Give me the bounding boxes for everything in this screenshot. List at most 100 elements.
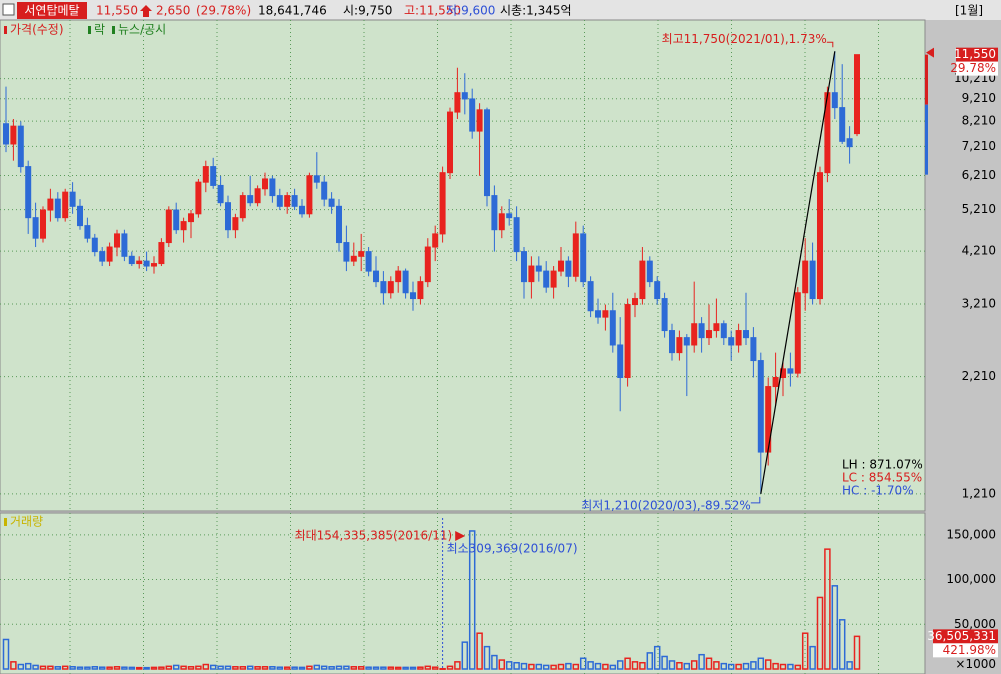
candle-body xyxy=(62,191,69,219)
y-tick-label: 1,210 xyxy=(962,486,996,500)
volume-bar xyxy=(439,667,446,670)
last-volume: 36,505,331 xyxy=(927,629,996,643)
candle-body xyxy=(513,217,520,253)
volume-bar xyxy=(816,596,824,670)
candle-body xyxy=(54,198,61,219)
candle-body xyxy=(202,166,209,183)
candle-body xyxy=(543,270,550,288)
volume-bar xyxy=(306,665,313,670)
candle-body xyxy=(69,191,76,207)
volume-bar xyxy=(380,666,387,670)
candle-body xyxy=(424,246,431,283)
candle-body xyxy=(47,198,54,211)
candle-body xyxy=(306,175,313,215)
volume-bar xyxy=(483,645,491,670)
volume-bar xyxy=(528,663,535,670)
candle-body xyxy=(217,184,224,204)
candle-body xyxy=(809,260,816,300)
volume-bar xyxy=(224,665,232,670)
volume-bar xyxy=(121,666,128,670)
volume-bar xyxy=(468,530,476,670)
volume-bar xyxy=(846,661,853,670)
range-bar-up xyxy=(925,54,928,105)
volume-bar xyxy=(135,666,143,670)
lh-stat: LH : 871.07% xyxy=(842,458,923,472)
checkbox[interactable] xyxy=(2,3,15,16)
rate: (29.78%) xyxy=(196,4,251,18)
volume-bar xyxy=(742,662,750,670)
volume-bar xyxy=(239,666,247,670)
volume-bar xyxy=(195,665,202,670)
high-annotation: 최고11,750(2021/01),1.73% xyxy=(662,32,827,46)
volume-bar xyxy=(602,663,609,670)
candle-body xyxy=(669,330,675,354)
candle-body xyxy=(735,330,742,346)
candle-body xyxy=(447,111,453,174)
volume-bar xyxy=(713,661,720,670)
candle-body xyxy=(254,188,261,204)
volume-bar xyxy=(757,657,765,670)
candle-body xyxy=(373,270,379,283)
candle-body xyxy=(528,265,535,283)
volume-bar xyxy=(394,666,402,670)
volume-bar xyxy=(10,661,17,670)
legend-ex[interactable]: 락 xyxy=(94,23,105,37)
volume-bar xyxy=(106,666,113,670)
candle-body xyxy=(565,260,572,277)
y-tick-label: 9,210 xyxy=(962,91,996,105)
volume-bar xyxy=(542,664,550,670)
volume-bar xyxy=(113,666,121,670)
volume-bar xyxy=(461,641,469,670)
period[interactable]: [1월] xyxy=(955,4,983,18)
price-marker xyxy=(926,47,934,58)
last-price: 11,550 xyxy=(954,47,996,61)
volume-bar xyxy=(276,666,284,670)
volume-bar xyxy=(424,665,432,670)
high: 고:11,550 xyxy=(404,4,461,18)
y-tick-label: 100,000 xyxy=(946,572,996,586)
candle-body xyxy=(106,246,113,262)
axis-area xyxy=(926,20,1001,674)
candle-body xyxy=(291,195,298,207)
candle-body xyxy=(128,255,135,265)
candle-body xyxy=(321,181,328,200)
name-box[interactable] xyxy=(17,2,87,19)
candle-body xyxy=(802,260,809,294)
candle-body xyxy=(439,172,446,235)
volume-bar xyxy=(254,666,261,670)
candle-body xyxy=(410,292,416,300)
volume-bar xyxy=(683,662,691,670)
low-arrow xyxy=(750,496,761,504)
legend-swatch xyxy=(112,26,115,34)
candle-body xyxy=(757,360,764,453)
volume-bar xyxy=(150,666,158,670)
legend-news[interactable]: 뉴스/공시 xyxy=(118,23,166,37)
volume-unit: ×1000 xyxy=(955,657,996,671)
volume-bar xyxy=(727,663,735,670)
volume-bar xyxy=(801,632,809,670)
volume-bar xyxy=(417,666,424,670)
volume-bar xyxy=(624,657,631,670)
y-tick-label: 6,210 xyxy=(962,168,996,182)
y-tick-label: 3,210 xyxy=(962,296,996,310)
volume-bar xyxy=(165,665,173,670)
candle-body xyxy=(121,233,128,257)
candle-body xyxy=(276,195,283,207)
legend-price[interactable]: 가격(수정) xyxy=(10,23,64,37)
candle-body xyxy=(691,323,698,346)
candle-body xyxy=(313,175,320,183)
volume-bar xyxy=(357,666,365,670)
volume-bar xyxy=(180,665,187,670)
volume-bar xyxy=(313,664,321,670)
volume-bar xyxy=(764,659,772,670)
candle-body xyxy=(854,54,860,135)
volume-bar xyxy=(431,666,439,670)
volume-bar xyxy=(720,662,728,670)
volume: 18,641,746 xyxy=(258,4,327,18)
candle-body xyxy=(358,251,365,257)
candle-body xyxy=(683,337,690,346)
candle-body xyxy=(521,251,527,283)
candle-body xyxy=(232,217,239,231)
legend-vol[interactable]: 거래량 xyxy=(10,515,43,529)
volume-bar xyxy=(750,661,757,670)
